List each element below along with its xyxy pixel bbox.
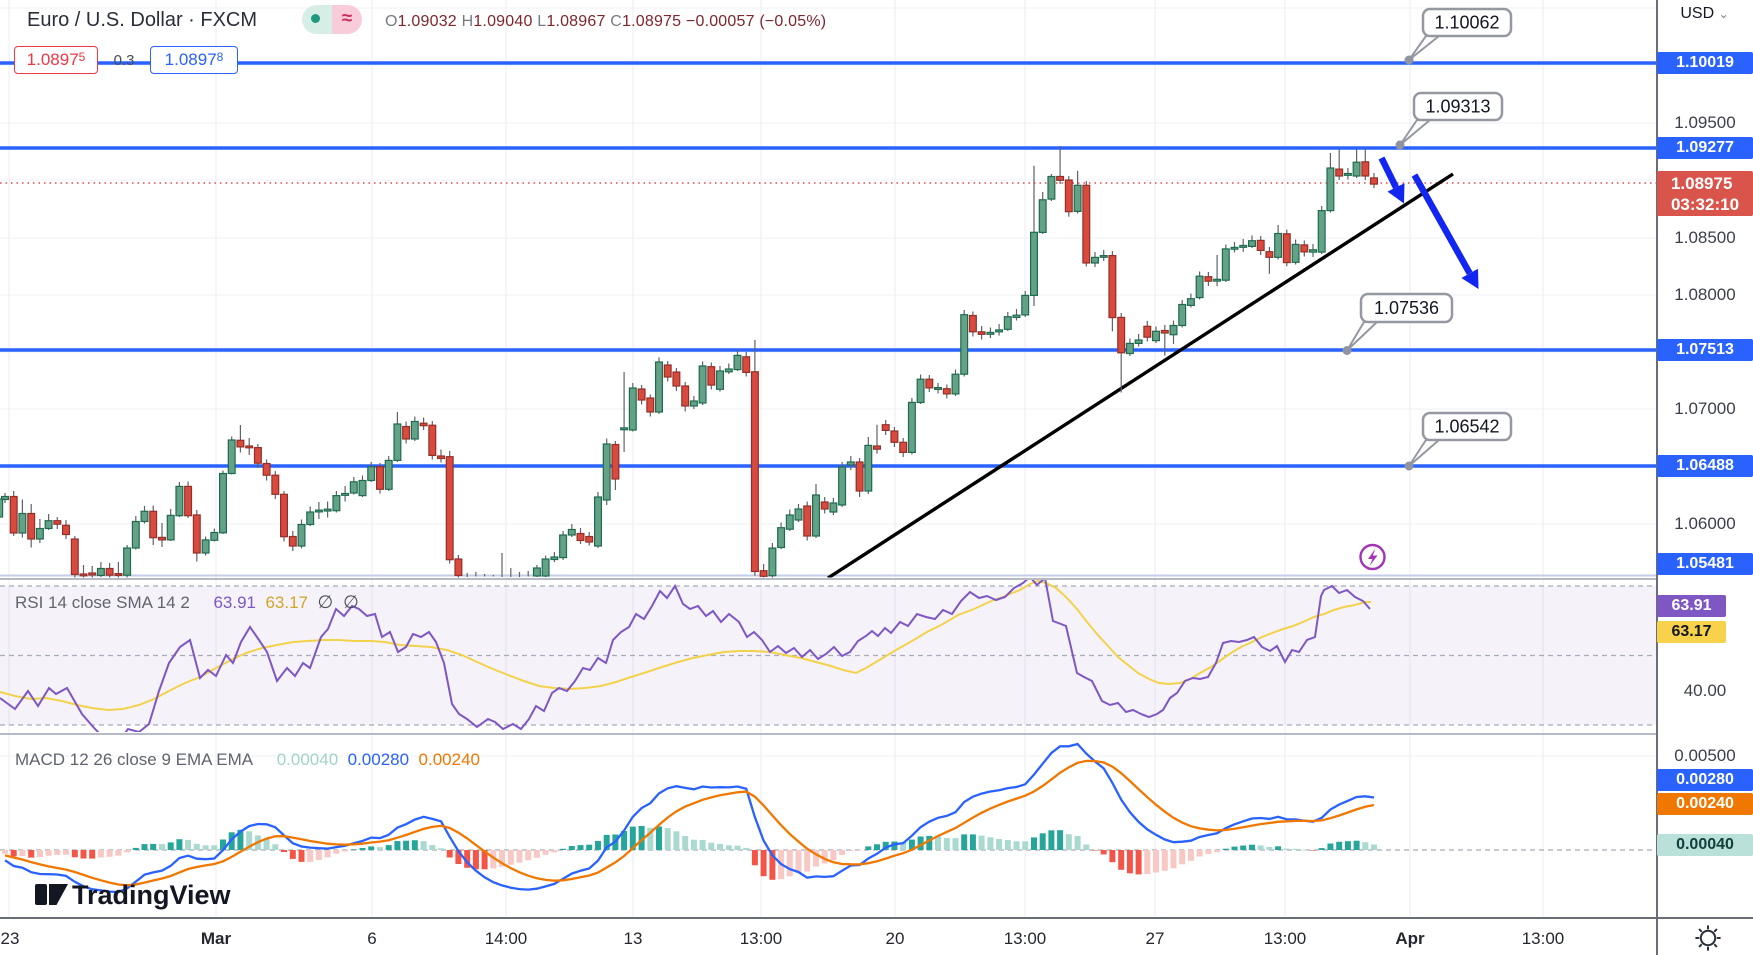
svg-text:1.07536: 1.07536 <box>1374 298 1439 318</box>
svg-text:1.10062: 1.10062 <box>1434 13 1499 33</box>
svg-text:1.06542: 1.06542 <box>1434 417 1499 437</box>
svg-text:1.09313: 1.09313 <box>1425 97 1490 117</box>
